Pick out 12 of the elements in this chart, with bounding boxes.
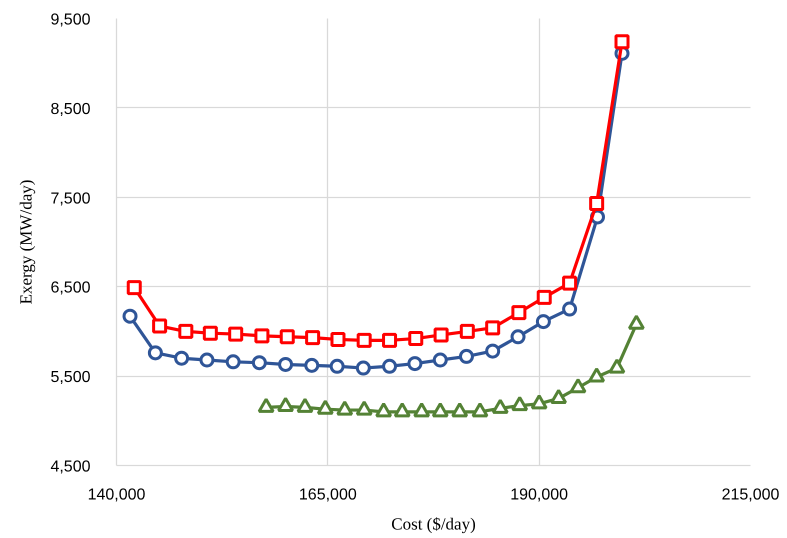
x-tick-label: 140,000: [88, 486, 146, 504]
x-tick-label: 165,000: [298, 486, 357, 504]
x-axis-title: Cost ($/day): [391, 514, 476, 534]
y-tick-label: 4,500: [50, 458, 91, 476]
y-tick-label: 8,500: [50, 100, 91, 118]
y-tick-label: 9,500: [50, 12, 91, 28]
y-tick-label: 5,500: [50, 369, 91, 386]
y-tick-label: 7,500: [50, 190, 91, 208]
x-tick-label: 215,000: [722, 486, 780, 504]
y-axis-title: Exergy (MW/day): [16, 180, 36, 304]
y-tick-label: 6,500: [50, 280, 91, 297]
x-tick-label: 190,000: [510, 486, 568, 504]
